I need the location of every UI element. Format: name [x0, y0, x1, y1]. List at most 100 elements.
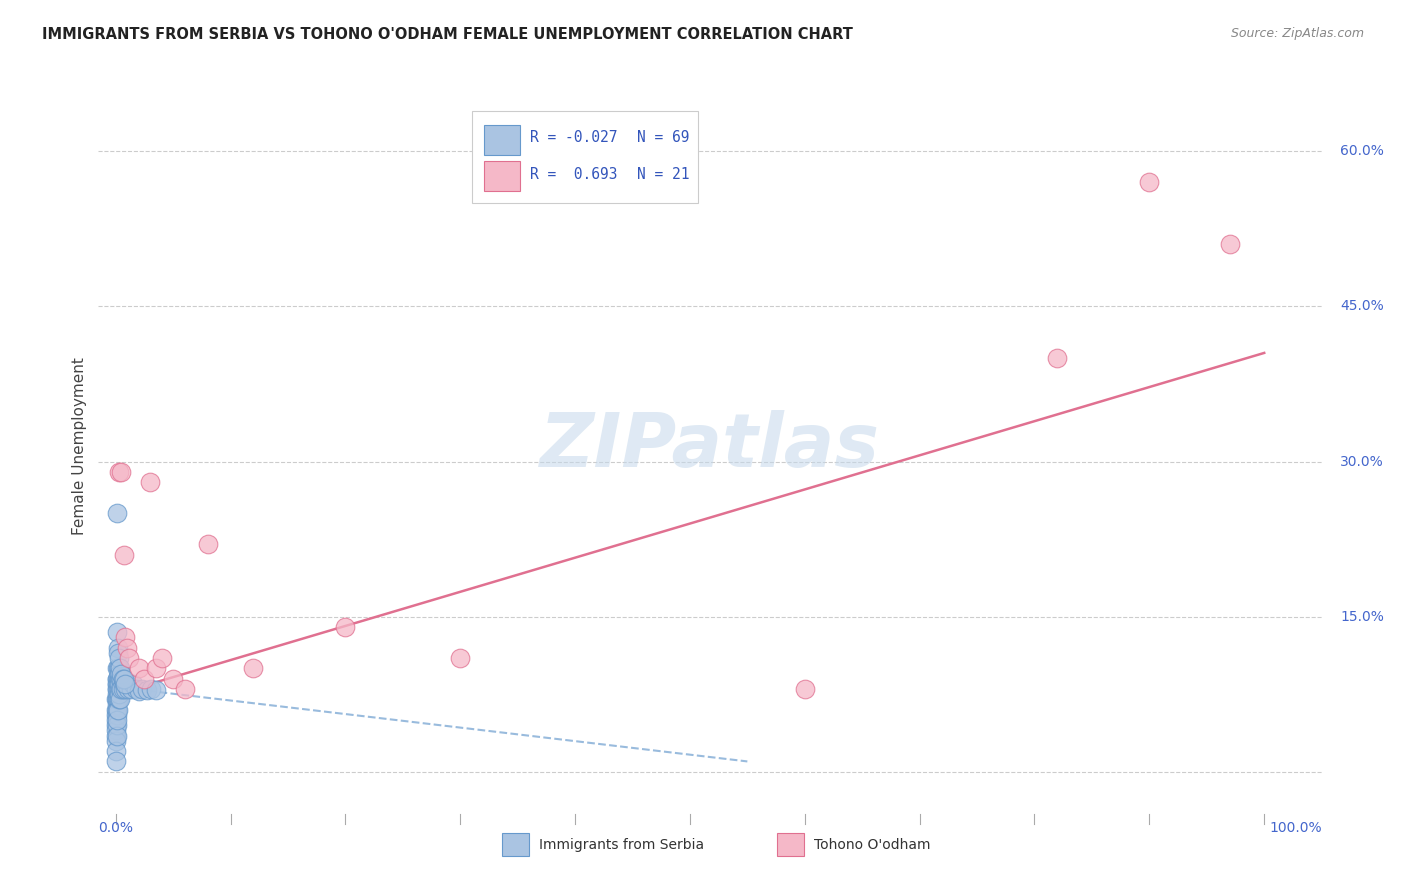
- Text: N = 21: N = 21: [637, 168, 689, 182]
- Point: [107, 681, 129, 696]
- Point: [128, 684, 150, 698]
- Point: [105, 692, 128, 706]
- Point: [105, 713, 128, 727]
- Point: [105, 718, 128, 732]
- Point: [108, 666, 131, 681]
- Point: [110, 672, 132, 686]
- Point: [107, 692, 129, 706]
- Text: IMMIGRANTS FROM SERBIA VS TOHONO O'ODHAM FEMALE UNEMPLOYMENT CORRELATION CHART: IMMIGRANTS FROM SERBIA VS TOHONO O'ODHAM…: [42, 27, 853, 42]
- Point: [107, 672, 129, 686]
- Point: [110, 672, 132, 686]
- Point: [197, 537, 219, 551]
- Point: [125, 681, 148, 696]
- FancyBboxPatch shape: [778, 833, 804, 856]
- Point: [335, 620, 357, 634]
- Point: [105, 703, 128, 717]
- Point: [105, 672, 128, 686]
- Point: [105, 723, 128, 738]
- Text: R = -0.027: R = -0.027: [530, 130, 617, 145]
- Point: [105, 672, 128, 686]
- Point: [105, 681, 128, 696]
- Point: [105, 703, 128, 717]
- FancyBboxPatch shape: [502, 833, 529, 856]
- Point: [118, 651, 141, 665]
- Point: [120, 681, 142, 696]
- Point: [107, 692, 129, 706]
- Point: [115, 677, 138, 691]
- FancyBboxPatch shape: [484, 125, 520, 155]
- Point: [107, 640, 129, 655]
- Point: [1219, 237, 1241, 252]
- Point: [150, 651, 173, 665]
- Point: [131, 681, 153, 696]
- Point: [110, 465, 132, 479]
- Point: [112, 548, 135, 562]
- Point: [105, 729, 128, 743]
- Point: [110, 692, 132, 706]
- Point: [108, 465, 131, 479]
- Point: [110, 666, 132, 681]
- Point: [114, 677, 136, 691]
- Point: [105, 718, 128, 732]
- Point: [105, 707, 128, 722]
- Point: [145, 683, 167, 698]
- Point: [105, 729, 128, 743]
- Point: [105, 692, 128, 706]
- Point: [449, 651, 471, 665]
- Point: [107, 661, 129, 675]
- Point: [105, 677, 128, 691]
- Point: [107, 703, 129, 717]
- Point: [107, 677, 129, 691]
- Point: [108, 687, 131, 701]
- Point: [105, 661, 128, 675]
- Point: [107, 672, 129, 686]
- Point: [242, 661, 264, 675]
- Point: [112, 677, 135, 691]
- Point: [105, 755, 128, 769]
- Point: [134, 672, 156, 686]
- Point: [110, 681, 132, 696]
- Point: [117, 681, 139, 696]
- Point: [110, 661, 132, 675]
- Text: 0.0%: 0.0%: [98, 821, 134, 835]
- Text: Source: ZipAtlas.com: Source: ZipAtlas.com: [1230, 27, 1364, 40]
- Point: [107, 661, 129, 675]
- Point: [122, 677, 145, 691]
- Point: [111, 672, 134, 686]
- Point: [162, 672, 184, 686]
- Text: 45.0%: 45.0%: [1340, 300, 1384, 313]
- Text: Tohono O'odham: Tohono O'odham: [814, 838, 931, 852]
- Text: 100.0%: 100.0%: [1270, 821, 1322, 835]
- FancyBboxPatch shape: [484, 161, 520, 191]
- Point: [112, 672, 135, 686]
- Point: [105, 677, 128, 691]
- Point: [139, 475, 162, 490]
- Text: 60.0%: 60.0%: [1340, 145, 1384, 158]
- Point: [107, 681, 129, 696]
- Text: N = 69: N = 69: [637, 130, 689, 145]
- Text: 30.0%: 30.0%: [1340, 455, 1384, 468]
- Point: [108, 651, 131, 665]
- Point: [108, 677, 131, 691]
- Point: [110, 681, 132, 696]
- Point: [145, 661, 167, 675]
- Point: [115, 640, 138, 655]
- Point: [105, 681, 128, 696]
- Point: [105, 506, 128, 520]
- Point: [105, 703, 128, 717]
- Point: [111, 672, 134, 686]
- Text: 15.0%: 15.0%: [1340, 609, 1384, 624]
- Y-axis label: Female Unemployment: Female Unemployment: [72, 357, 87, 535]
- Point: [105, 687, 128, 701]
- Point: [114, 681, 136, 696]
- Text: R =  0.693: R = 0.693: [530, 168, 617, 182]
- Point: [111, 681, 134, 696]
- Text: ZIPatlas: ZIPatlas: [540, 409, 880, 483]
- Point: [135, 683, 157, 698]
- Point: [173, 681, 195, 696]
- Point: [114, 630, 136, 644]
- Point: [105, 713, 128, 727]
- Point: [105, 698, 128, 712]
- Point: [105, 733, 128, 747]
- Point: [105, 744, 128, 758]
